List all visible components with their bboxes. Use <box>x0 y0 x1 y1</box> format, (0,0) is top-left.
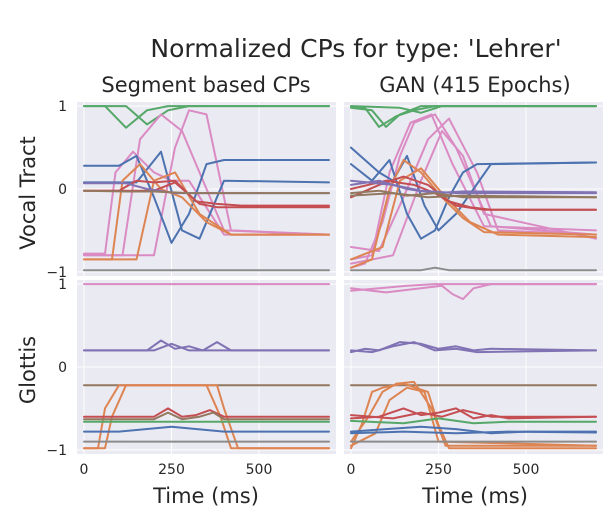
y-tick-label: 0 <box>58 360 67 376</box>
series-line-purple <box>350 341 597 354</box>
series-line-purple <box>83 342 330 352</box>
series-line-pink <box>350 283 597 301</box>
series-line-red <box>350 409 597 420</box>
series-line-green <box>350 105 597 114</box>
series-line-purple <box>83 339 330 352</box>
x-axis-label-right: Time (ms) <box>421 484 528 508</box>
series-line-pink <box>83 150 330 255</box>
y-tick-label: 1 <box>58 277 67 293</box>
series-line-brown <box>83 189 330 195</box>
series-line-pink <box>83 109 330 257</box>
x-tick-label: 0 <box>347 462 356 478</box>
panels: 10−110−10 250 500 0 250 500 <box>46 99 603 478</box>
series-line-purple <box>350 341 597 354</box>
figure-title: Normalized CPs for type: 'Lehrer' <box>150 34 561 63</box>
column-title-right: GAN (415 Epochs) <box>379 73 570 97</box>
y-tick-label: 0 <box>58 182 67 198</box>
panel-1-1: 0 250 500 <box>344 280 603 478</box>
series-line-orange <box>350 167 597 261</box>
panel-0-1 <box>344 102 603 276</box>
y-tick-label: −1 <box>46 443 67 459</box>
x-tick-label: 500 <box>513 462 540 478</box>
x-tick-label: 250 <box>425 462 452 478</box>
series-line-gray <box>350 266 597 272</box>
series-line-pink <box>350 130 597 265</box>
series-line-green <box>350 417 597 425</box>
series-line-red <box>83 407 330 418</box>
series-line-orange <box>350 380 597 447</box>
row-label-bottom: Glottis <box>16 336 40 404</box>
series-line-blue <box>83 150 330 240</box>
series-line-brown <box>350 192 597 199</box>
series-line-brown <box>350 189 597 199</box>
x-axis-label-left: Time (ms) <box>152 484 259 508</box>
series-line-pink <box>350 283 597 292</box>
series-line-purple <box>350 179 597 195</box>
series-line-blue <box>350 159 597 240</box>
row-label-top: Vocal Tract <box>16 136 40 250</box>
y-tick-label: 1 <box>58 99 67 115</box>
column-title-left: Segment based CPs <box>101 73 310 97</box>
y-tick-label: −1 <box>46 265 67 281</box>
series-line-blue <box>83 154 330 244</box>
series-line-orange <box>83 384 330 450</box>
series-line-red <box>83 179 330 207</box>
series-line-blue <box>350 430 597 435</box>
series-line-orange <box>350 159 597 269</box>
x-tick-label: 0 <box>80 462 89 478</box>
series-line-orange <box>83 171 330 261</box>
panel-1-0: 1 0 −1 0 250 500 <box>46 277 336 478</box>
series-line-blue <box>83 425 330 433</box>
x-tick-label: 500 <box>246 462 273 478</box>
series-line-brown <box>83 411 330 421</box>
series-line-pink <box>350 113 597 261</box>
panel-0-0: 1 0 −1 <box>46 99 336 281</box>
series-line-blue <box>350 146 597 232</box>
x-tick-label: 250 <box>158 462 185 478</box>
